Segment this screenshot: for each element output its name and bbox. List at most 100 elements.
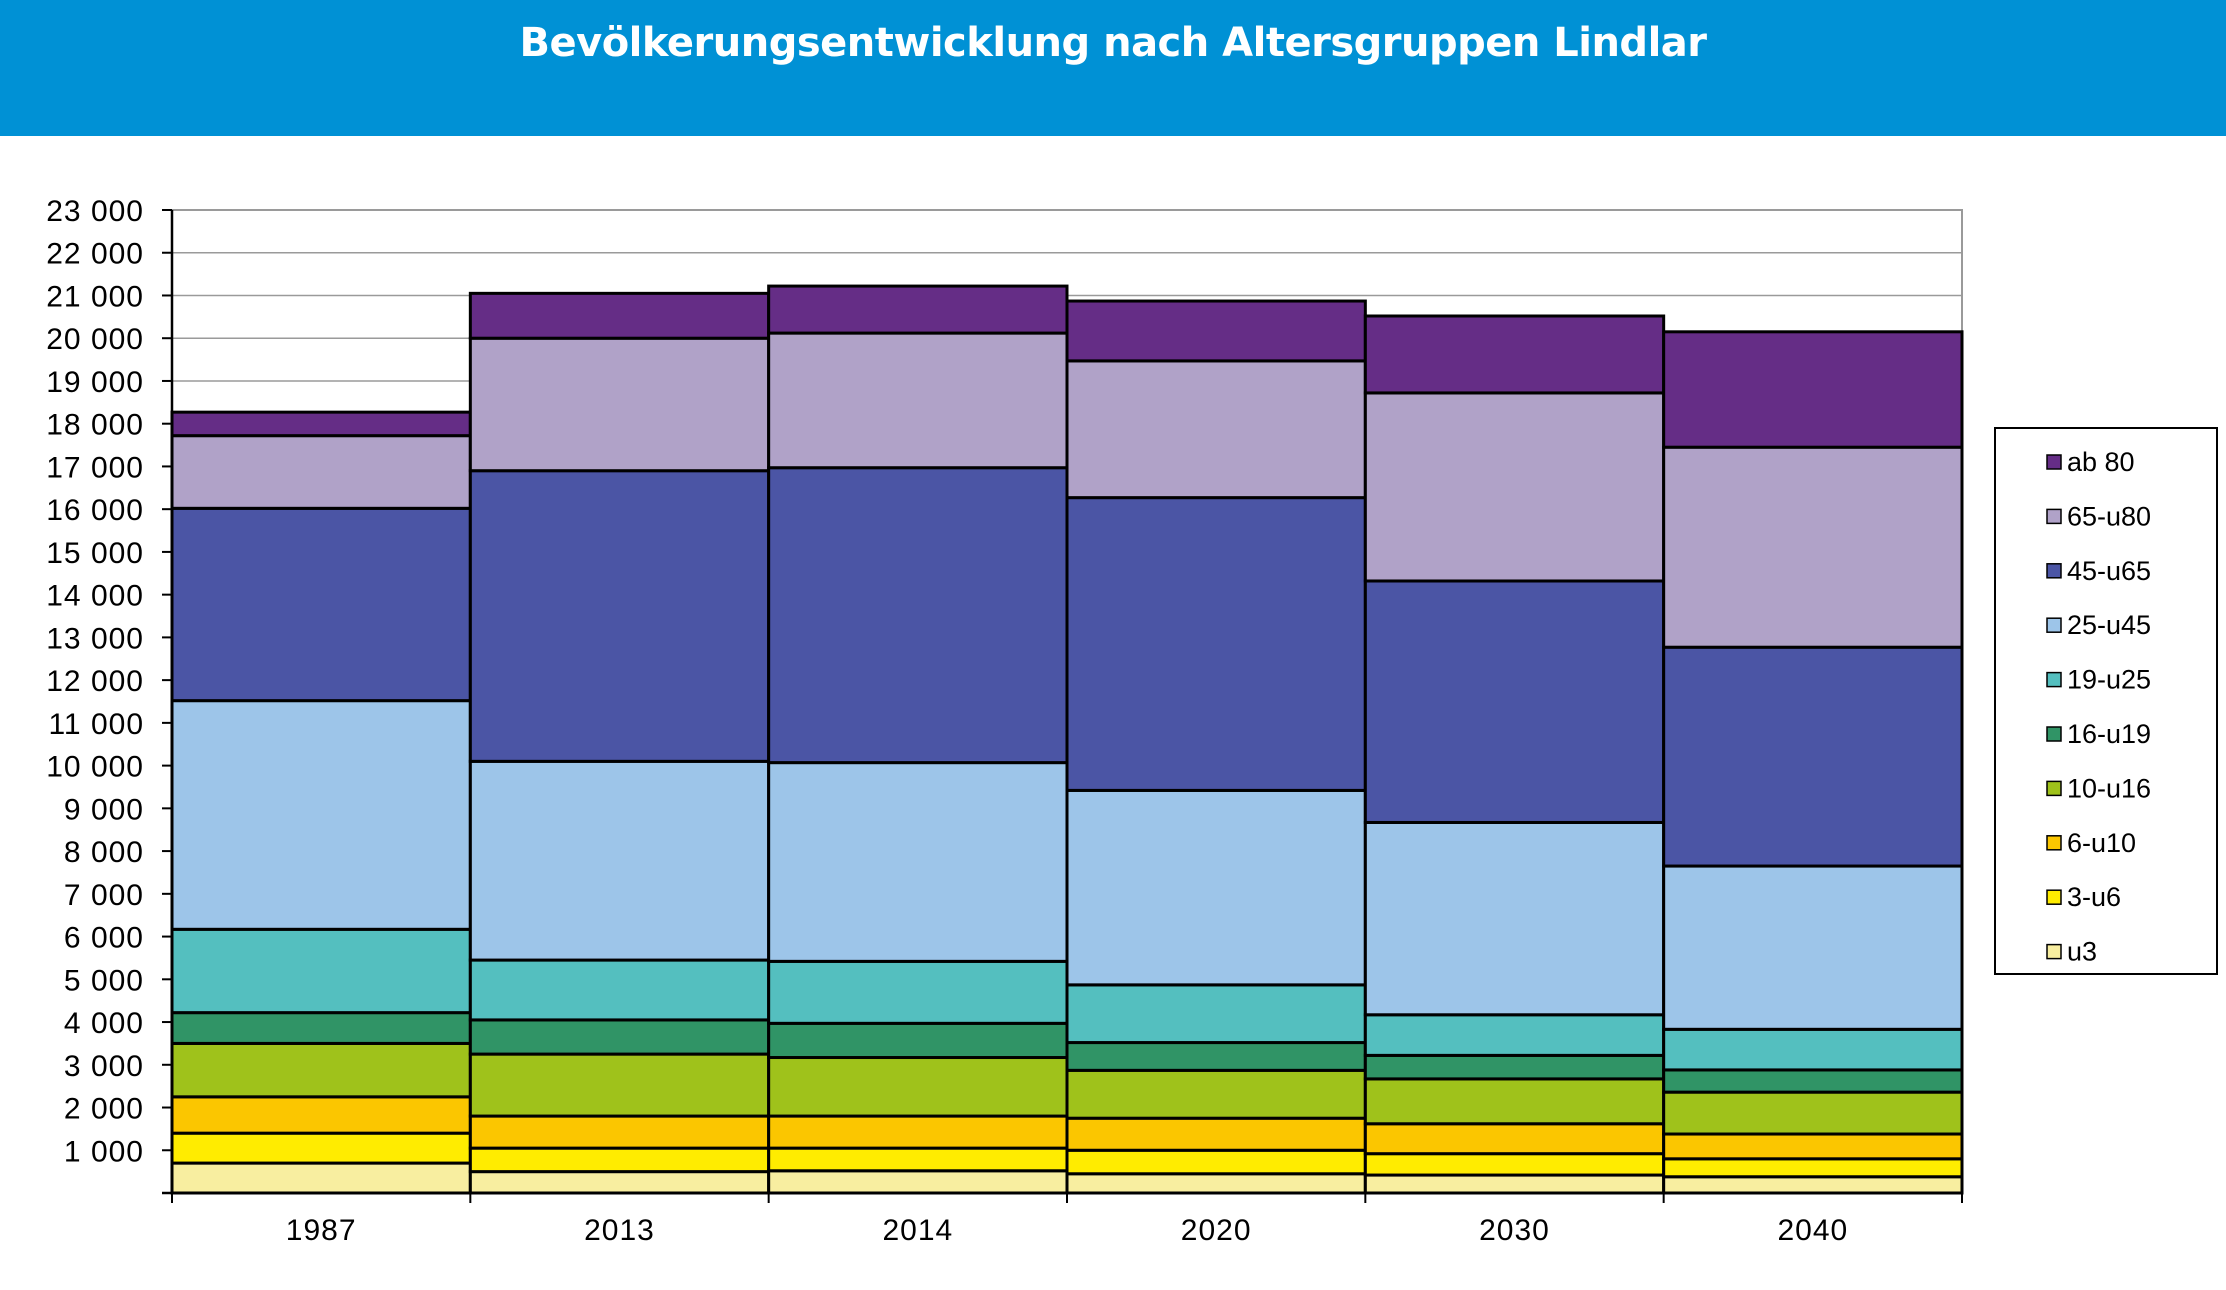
bar-segment-6-u10 [1363,1122,1666,1156]
legend-swatch [2046,671,2062,688]
x-category-label: 2030 [1479,1214,1550,1247]
bar-segment-3-u6 [170,1131,472,1165]
legend-label: 3-u6 [2067,882,2121,912]
x-category-label: 2013 [584,1214,655,1247]
bar-segment-3-u6 [468,1146,771,1174]
legend-swatch [2046,508,2062,525]
y-axis-ticks: 1 000 2 000 3 000 4 000 5 000 6 000 7 000 8 000… [46,195,172,1194]
y-tick-label: 23 000 [46,195,144,228]
y-tick-label: 15 000 [46,537,144,570]
bar-segment-45-u65 [170,506,472,703]
y-tick-label: 1 000 [64,1135,144,1168]
bar-segment-10-u16 [1065,1068,1367,1120]
x-category-label: 2040 [1777,1214,1848,1247]
bar-segment-6-u10 [170,1095,472,1135]
bar-stacks [170,284,1964,1195]
bar-stack-2020 [1065,299,1367,1195]
y-tick-label: 19 000 [46,366,144,399]
bar-segment-u3 [468,1170,771,1195]
bar-stack-2030 [1363,314,1666,1195]
bar-segment-19-u25 [767,959,1069,1025]
y-tick-label: 3 000 [64,1050,144,1083]
legend-label: 6-u10 [2067,828,2136,858]
y-tick-label: 7 000 [64,879,144,912]
bar-segment-10-u16 [1662,1090,1964,1136]
y-tick-label: 2 000 [64,1093,144,1126]
bar-segment-25-u45 [767,761,1069,963]
bar-segment-6-u10 [1065,1116,1367,1152]
bar-segment-16-u19 [1662,1068,1964,1094]
bar-segment-19-u25 [1065,983,1367,1045]
bar-segment-45-u65 [468,469,771,763]
bar-segment-65-u80 [1363,391,1666,583]
y-tick-label: 10 000 [46,751,144,784]
bar-stack-2013 [468,291,771,1195]
bar-segment-65-u80 [170,434,472,510]
y-tick-label: 11 000 [48,708,144,741]
bar-segment-10-u16 [170,1041,472,1099]
bar-segment-16-u19 [170,1011,472,1045]
bar-segment-10-u16 [1363,1077,1666,1126]
y-tick-label: 4 000 [64,1007,144,1040]
y-tick-label: 21 000 [46,280,144,313]
bar-segment-ab-80 [170,410,472,438]
legend-swatch [2046,726,2062,742]
bar-segment-ab-80 [1662,330,1964,449]
bar-segment-19-u25 [1363,1013,1666,1057]
y-tick-label: 13 000 [46,622,144,655]
y-tick-label: 12 000 [46,665,144,698]
legend-label: 16-u19 [2067,719,2151,749]
y-tick-label: 20 000 [46,323,144,356]
y-tick-label: 9 000 [64,793,144,826]
bar-segment-6-u10 [1662,1132,1964,1161]
bar-segment-ab-80 [1065,299,1367,363]
legend-label: 45-u65 [2067,556,2151,586]
bar-segment-19-u25 [1662,1027,1964,1072]
y-tick-label: 6 000 [64,922,144,955]
bar-segment-45-u65 [1662,645,1964,868]
bar-segment-6-u10 [468,1114,771,1150]
bar-segment-ab-80 [468,291,771,340]
bar-segment-16-u19 [1363,1053,1666,1081]
x-category-label: 2020 [1181,1214,1252,1247]
bar-segment-3-u6 [767,1146,1069,1173]
bar-segment-u3 [1662,1175,1964,1195]
bar-segment-16-u19 [1065,1041,1367,1072]
bar-segment-25-u45 [1363,820,1666,1017]
bar-segment-10-u16 [468,1052,771,1118]
bar-segment-u3 [170,1161,472,1195]
y-tick-label: 17 000 [46,451,144,484]
legend-swatch [2046,889,2062,905]
bar-segment-65-u80 [767,331,1069,470]
legend-swatch [2046,835,2062,851]
y-tick-label: 8 000 [64,836,144,869]
y-tick-label: 22 000 [46,238,144,271]
bar-segment-6-u10 [767,1114,1069,1150]
legend-swatch [2046,780,2062,797]
y-tick-label: 16 000 [46,494,144,527]
bar-segment-u3 [767,1169,1069,1195]
bar-segment-25-u45 [1662,864,1964,1031]
title-banner: Bevölkerungsentwicklung nach Altersgrupp… [0,0,2226,136]
bar-segment-65-u80 [1065,359,1367,500]
bar-segment-25-u45 [468,759,771,962]
bar-stack-2040 [1662,330,1964,1195]
bar-segment-25-u45 [170,699,472,931]
bar-segment-45-u65 [1065,496,1367,792]
y-tick-label: 5 000 [64,964,144,997]
legend-label: 10-u16 [2067,773,2151,803]
bar-segment-u3 [1065,1172,1367,1195]
bar-segment-ab-80 [767,284,1069,335]
y-tick-label: 18 000 [46,409,144,442]
bar-segment-25-u45 [1065,788,1367,987]
bar-segment-10-u16 [767,1056,1069,1118]
bar-segment-3-u6 [1363,1152,1666,1177]
bar-segment-45-u65 [1363,579,1666,824]
legend-box [1994,427,2218,975]
legend-label: 19-u25 [2067,665,2151,695]
bar-segment-u3 [1363,1173,1666,1195]
bar-segment-45-u65 [767,466,1069,765]
legend-label: 25-u45 [2067,610,2151,640]
bar-segment-16-u19 [767,1021,1069,1060]
